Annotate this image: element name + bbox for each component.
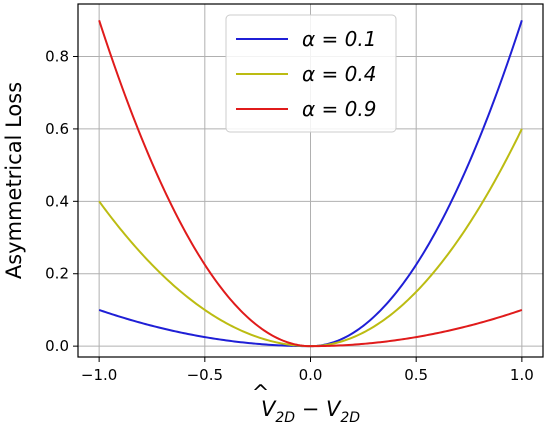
plot-area (98, 19, 523, 348)
y-tick-label: 0.6 (45, 120, 69, 138)
y-axis: 0.0 0.2 0.4 0.6 0.8 (45, 47, 78, 355)
legend-frame (225, 14, 397, 133)
y-tick-label: 0.8 (45, 47, 69, 65)
x-tick-label: −1.0 (81, 366, 117, 384)
y-tick-label: 0.2 (45, 265, 69, 283)
x-tick-label: −0.5 (187, 366, 223, 384)
x-axis-label: V2D − V2D (261, 397, 360, 426)
x-axis-label-minus: − V (295, 397, 342, 421)
x-tick-label: 0.0 (299, 366, 323, 384)
y-axis-label: Asymmetrical Loss (2, 82, 26, 279)
x-axis-label-sub1: 2D (275, 410, 295, 426)
legend-label: α = 0.4 (302, 62, 376, 86)
legend-label: α = 0.1 (302, 27, 376, 51)
y-tick-label: 0.4 (45, 192, 69, 210)
series-line (98, 19, 523, 348)
legend-label: α = 0.9 (302, 97, 376, 121)
x-axis-label-hat: ^ (252, 381, 270, 405)
y-tick-label: 0.0 (45, 337, 69, 355)
x-axis-label-main: V (261, 397, 277, 421)
x-axis-label-sub2: 2D (340, 410, 360, 426)
legend: α = 0.1 α = 0.4 α = 0.9 (225, 14, 397, 133)
x-tick-label: 0.5 (404, 366, 428, 384)
x-tick-label: 1.0 (510, 366, 534, 384)
x-axis: −1.0 −0.5 0.0 0.5 1.0 (81, 357, 534, 384)
